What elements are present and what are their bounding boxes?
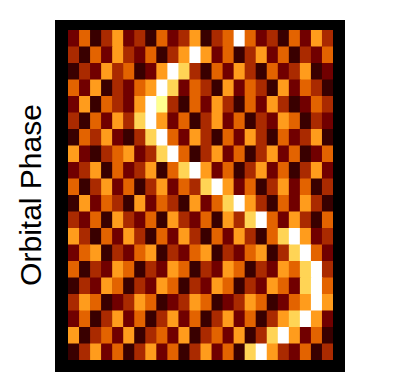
svg-text:Orbital Phase: Orbital Phase [14, 104, 47, 286]
